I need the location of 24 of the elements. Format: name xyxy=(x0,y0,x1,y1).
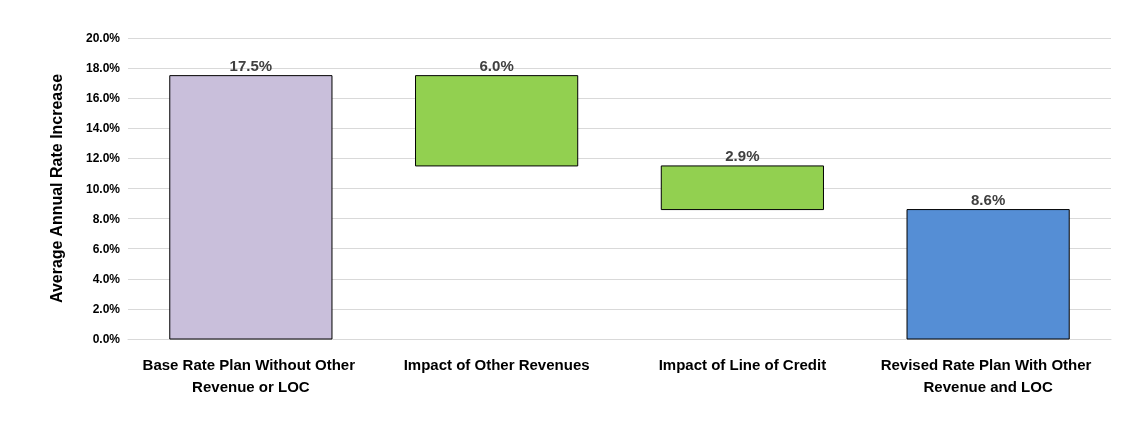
y-tick-label: 18.0% xyxy=(85,61,121,76)
y-tick-label: 12.0% xyxy=(85,151,121,166)
data-label: 6.0% xyxy=(479,56,514,74)
y-tick-label: 14.0% xyxy=(85,121,121,136)
data-label: 2.9% xyxy=(725,146,760,164)
y-tick-label: 4.0% xyxy=(92,271,121,286)
x-tick-label: Base Rate Plan Without Other Revenue or LOC xyxy=(142,355,360,395)
data-label: 8.6% xyxy=(971,190,1006,208)
y-axis-title: Average Annual Rate Increase xyxy=(47,73,65,304)
x-tick-label: Impact of Other Revenues xyxy=(403,355,590,373)
y-tick-label: 2.0% xyxy=(92,301,121,316)
bar xyxy=(660,165,824,211)
bar xyxy=(906,209,1070,340)
y-tick-label: 0.0% xyxy=(92,332,121,346)
y-tick-label: 8.0% xyxy=(92,211,121,226)
x-tick-label: Impact of Line of Credit xyxy=(658,355,827,373)
y-tick-label: 16.0% xyxy=(85,91,121,106)
bar xyxy=(415,75,579,167)
y-tick-label: 20.0% xyxy=(85,31,121,45)
bar xyxy=(169,75,333,340)
y-tick-label: 6.0% xyxy=(92,241,121,256)
y-tick-label: 10.0% xyxy=(85,181,121,196)
data-label: 17.5% xyxy=(229,56,273,74)
x-tick-label: Revised Rate Plan With Other Revenue and LOC xyxy=(880,355,1096,395)
